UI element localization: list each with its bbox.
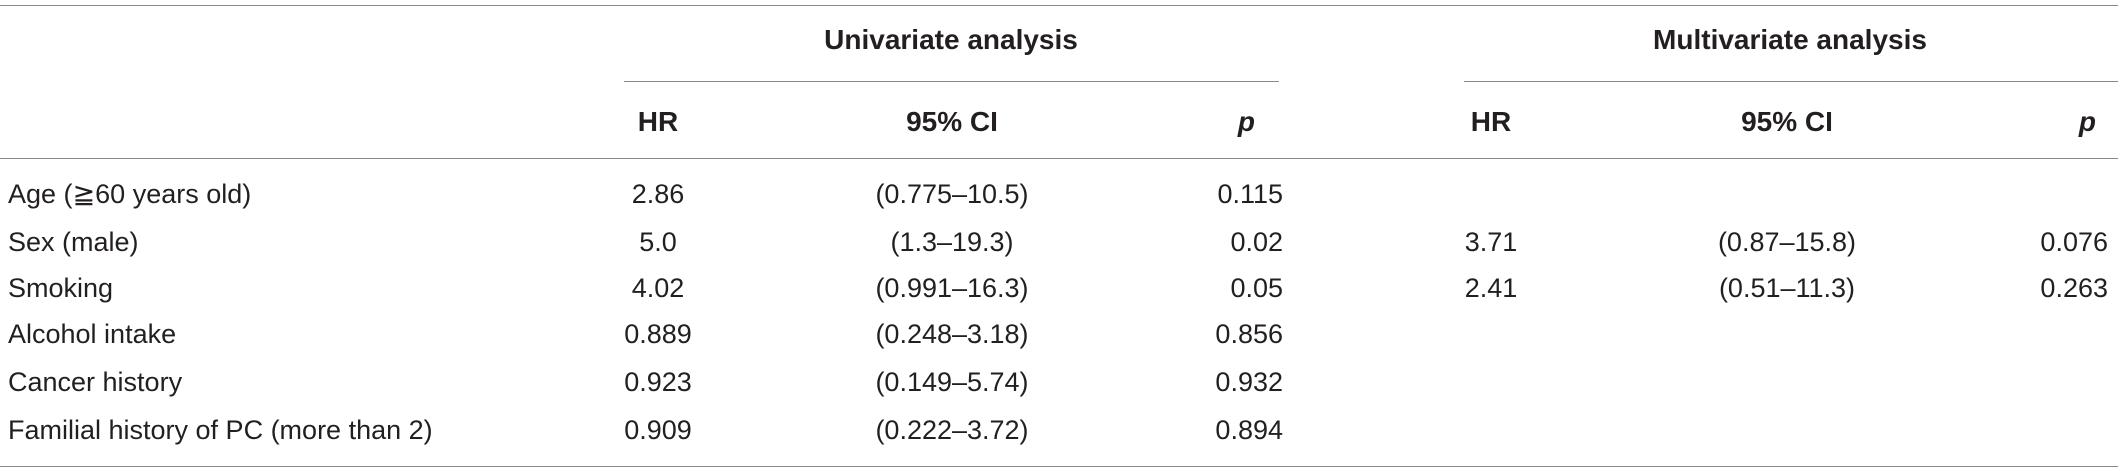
cell-uni-p: 0.02 — [1230, 227, 1283, 257]
cell-uni-p: 0.894 — [1215, 415, 1283, 445]
column-header-multi-ci: 95% CI — [1741, 106, 1833, 137]
cell-uni-ci: (0.222–3.72) — [875, 415, 1029, 445]
cell-multi-ci: (0.51–11.3) — [1718, 273, 1856, 303]
cell-uni-p: 0.115 — [1217, 179, 1283, 209]
cell-multi-hr: 3.71 — [1464, 227, 1518, 257]
multivariate-group-rule — [1464, 81, 2118, 82]
column-header-multi-hr: HR — [1470, 106, 1512, 137]
cell-uni-hr: 0.889 — [624, 319, 692, 349]
column-header-uni-p: p — [1237, 106, 1255, 137]
multivariate-group-header: Multivariate analysis — [1653, 24, 1927, 55]
cell-uni-ci: (0.775–10.5) — [875, 179, 1029, 209]
cell-uni-hr: 4.02 — [631, 273, 685, 303]
row-label: Cancer history — [8, 367, 183, 397]
table-bottom-rule — [0, 466, 2118, 467]
univariate-group-header: Univariate analysis — [824, 24, 1078, 55]
row-label: Age (≧60 years old) — [8, 179, 252, 209]
column-header-multi-p: p — [2078, 106, 2096, 137]
cell-uni-p: 0.05 — [1230, 273, 1283, 303]
univariate-group-rule — [624, 81, 1279, 82]
cell-uni-ci: (0.248–3.18) — [875, 319, 1029, 349]
header-bottom-rule — [0, 158, 2118, 159]
row-label: Sex (male) — [8, 227, 139, 257]
cell-uni-hr: 0.923 — [624, 367, 692, 397]
cell-uni-hr: 2.86 — [631, 179, 685, 209]
column-header-uni-hr: HR — [637, 106, 679, 137]
cell-uni-p: 0.932 — [1215, 367, 1283, 397]
cell-uni-hr: 5.0 — [639, 227, 677, 257]
cell-multi-p: 0.076 — [2040, 227, 2108, 257]
cell-uni-hr: 0.909 — [624, 415, 692, 445]
cell-multi-p: 0.263 — [2040, 273, 2108, 303]
cell-uni-ci: (0.149–5.74) — [875, 367, 1029, 397]
cell-uni-ci: (0.991–16.3) — [875, 273, 1029, 303]
table-top-rule — [0, 5, 2118, 6]
row-label: Smoking — [8, 273, 114, 303]
row-label: Familial history of PC (more than 2) — [8, 415, 433, 445]
cell-multi-hr: 2.41 — [1464, 273, 1518, 303]
cell-uni-ci: (1.3–19.3) — [890, 227, 1014, 257]
cell-uni-p: 0.856 — [1215, 319, 1283, 349]
column-header-uni-ci: 95% CI — [906, 106, 998, 137]
row-label: Alcohol intake — [8, 319, 177, 349]
cell-multi-ci: (0.87–15.8) — [1717, 227, 1857, 257]
